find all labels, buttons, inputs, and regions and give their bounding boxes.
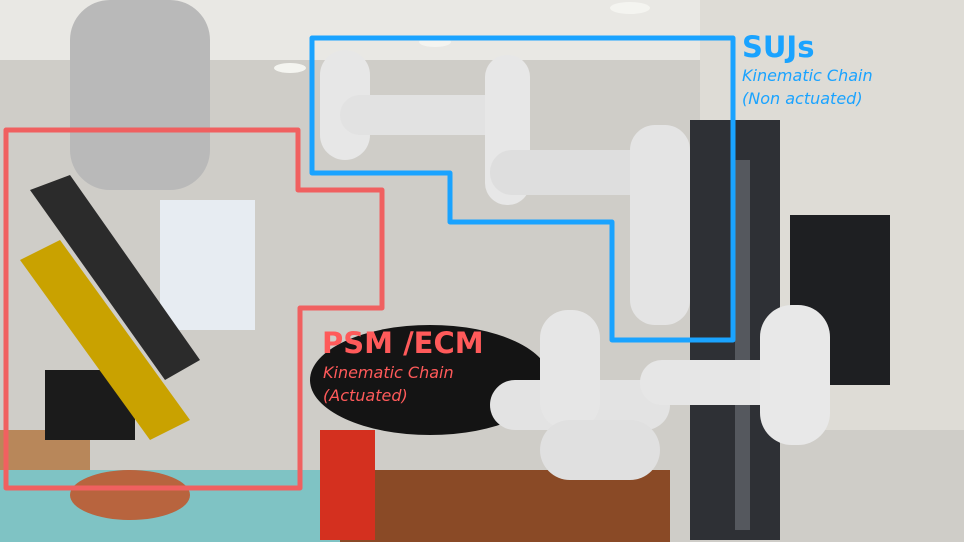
suj-title: SUJs xyxy=(742,30,815,64)
ceiling-light xyxy=(274,63,306,73)
suj-link xyxy=(340,95,530,135)
psm-arm-yellow xyxy=(20,240,190,440)
ceiling-duct xyxy=(70,0,210,190)
psm-title: PSM /ECM xyxy=(322,326,484,360)
arm-base xyxy=(540,420,660,480)
wall-poster xyxy=(160,200,255,330)
psm-subtitle-line2: (Actuated) xyxy=(323,386,408,405)
arm-link xyxy=(640,360,790,405)
suj-subtitle-line2: (Non actuated) xyxy=(742,89,863,108)
psm-arm-dark xyxy=(30,175,200,380)
psm-highlight-outline xyxy=(3,127,385,491)
ecm-red-block xyxy=(320,430,375,540)
suj-joint xyxy=(630,125,690,325)
organ-model xyxy=(70,470,190,520)
arm-joint xyxy=(760,305,830,445)
arm-joint xyxy=(540,310,600,430)
psm-subtitle-line1: Kinematic Chain xyxy=(323,363,454,382)
ceiling-light xyxy=(610,2,650,14)
suj-subtitle-line1: Kinematic Chain xyxy=(742,66,873,85)
drape xyxy=(310,325,550,435)
wooden-table xyxy=(340,470,670,542)
suj-highlight-outline xyxy=(309,35,736,343)
